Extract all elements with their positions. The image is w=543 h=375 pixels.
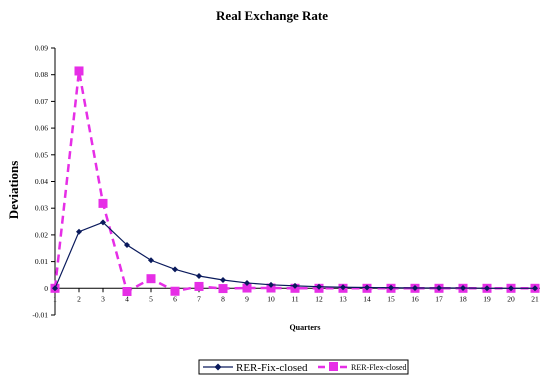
- x-tick-label: 2: [77, 294, 81, 303]
- y-tick-label: -0.01: [32, 311, 48, 320]
- point-rer-fix-closed: [148, 257, 154, 264]
- y-axis-ticks: -0.01 0 0.01 0.02 0.03 0.04 0.05 0.06 0.07 0.08 0.…: [32, 44, 55, 320]
- y-tick-label: 0.05: [35, 150, 48, 159]
- x-tick-label: 6: [173, 294, 177, 303]
- y-tick-label: 0.01: [35, 257, 48, 266]
- point-rer-fix-closed: [124, 242, 130, 249]
- point-rer-flex-closed: [170, 286, 180, 296]
- point-rer-fix-closed: [436, 285, 442, 292]
- point-rer-fix-closed: [508, 285, 514, 292]
- x-tick-label: 13: [339, 294, 347, 303]
- x-axis-label: Quarters: [289, 323, 320, 332]
- x-tick-label: 7: [197, 294, 201, 303]
- x-tick-label: 18: [459, 294, 467, 303]
- point-rer-flex-closed: [242, 283, 252, 293]
- y-tick-label: 0.04: [35, 177, 48, 186]
- point-rer-fix-closed: [364, 284, 370, 291]
- point-rer-fix-closed: [292, 282, 298, 289]
- chart-title: Real Exchange Rate: [216, 8, 328, 23]
- y-tick-label: 0.03: [35, 204, 48, 213]
- x-tick-label: 15: [387, 294, 395, 303]
- y-tick-label: 0: [44, 284, 48, 293]
- y-axis-label: Deviations: [6, 161, 21, 220]
- point-rer-fix-closed: [76, 228, 82, 235]
- x-tick-label: 16: [411, 294, 419, 303]
- y-tick-label: 0.06: [35, 124, 48, 133]
- point-rer-flex-closed: [74, 66, 84, 76]
- point-rer-flex-closed: [146, 274, 156, 284]
- point-rer-fix-closed: [268, 281, 274, 288]
- point-rer-fix-closed: [484, 285, 490, 292]
- legend-label-rer-flex-closed: RER-Flex-closed: [351, 363, 407, 372]
- series-rer-flex-closed: [50, 66, 540, 297]
- axes: [54, 48, 540, 315]
- point-rer-flex-closed: [98, 198, 108, 208]
- point-rer-fix-closed: [52, 285, 58, 292]
- point-rer-flex-closed: [266, 283, 276, 293]
- point-rer-fix-closed: [244, 279, 250, 286]
- x-tick-label: 10: [267, 294, 275, 303]
- point-rer-fix-closed: [100, 219, 106, 226]
- y-tick-label: 0.08: [35, 70, 48, 79]
- series-rer-fix-closed: [52, 219, 538, 292]
- x-tick-label: 1: [53, 294, 57, 303]
- legend-item-rer-flex-closed: RER-Flex-closed: [318, 362, 407, 372]
- series-layer: [50, 66, 540, 297]
- point-rer-fix-closed: [532, 285, 538, 292]
- y-tick-label: 0.02: [35, 230, 48, 239]
- point-rer-fix-closed: [172, 266, 178, 273]
- x-tick-label: 11: [291, 294, 298, 303]
- legend-marker-square: [329, 362, 338, 371]
- x-tick-label: 4: [125, 294, 129, 303]
- x-tick-label: 3: [101, 294, 105, 303]
- x-tick-label: 17: [435, 294, 443, 303]
- point-rer-flex-closed: [218, 284, 228, 294]
- x-tick-label: 5: [149, 294, 153, 303]
- point-rer-fix-closed: [220, 277, 226, 284]
- legend-marker-diamond: [214, 363, 222, 371]
- x-tick-label: 12: [315, 294, 323, 303]
- point-rer-fix-closed: [340, 284, 346, 291]
- x-tick-label: 20: [507, 294, 515, 303]
- x-tick-label: 19: [483, 294, 491, 303]
- point-rer-fix-closed: [316, 283, 322, 290]
- y-tick-label: 0.07: [35, 97, 48, 106]
- point-rer-flex-closed: [122, 287, 132, 297]
- point-rer-fix-closed: [196, 273, 202, 280]
- x-tick-label: 21: [531, 294, 539, 303]
- x-tick-label: 8: [221, 294, 225, 303]
- legend-item-rer-fix-closed: RER-Fix-closed: [203, 362, 308, 374]
- legend: RER-Fix-closed RER-Flex-closed: [198, 359, 409, 375]
- x-tick-label: 14: [363, 294, 371, 303]
- legend-box: [198, 359, 409, 375]
- x-tick-label: 9: [245, 294, 249, 303]
- series-line-rer-fix-closed: [54, 221, 535, 289]
- series-line-rer-flex-closed: [53, 70, 535, 294]
- point-rer-flex-closed: [194, 281, 204, 291]
- point-rer-fix-closed: [412, 285, 418, 292]
- point-rer-fix-closed: [388, 284, 394, 291]
- y-tick-label: 0.09: [35, 44, 48, 53]
- legend-label-rer-fix-closed: RER-Fix-closed: [236, 362, 308, 374]
- point-rer-fix-closed: [460, 285, 466, 292]
